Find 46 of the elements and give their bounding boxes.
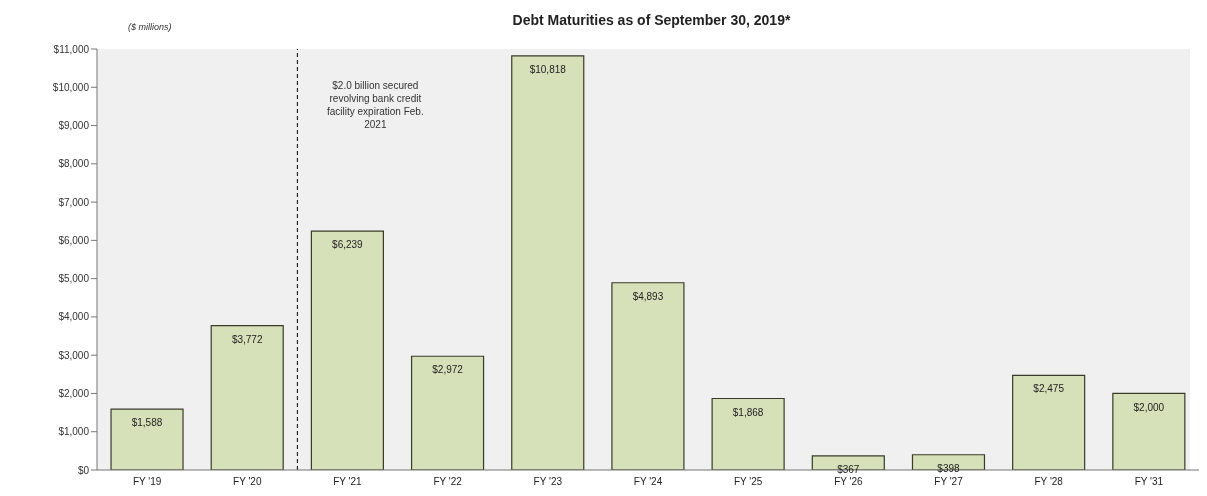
x-tick-label: FY '27	[934, 476, 964, 488]
data-label: $10,818	[529, 64, 567, 76]
y-tick-label: $9,000	[58, 120, 90, 132]
x-tick-label: FY '19	[132, 476, 162, 488]
x-tick-label: FY '22	[433, 476, 463, 488]
y-tick-label: $4,000	[58, 311, 90, 323]
bar	[711, 397, 785, 470]
y-tick-label: $5,000	[58, 273, 90, 285]
x-tick-label: FY '25	[733, 476, 763, 488]
annotation: $2.0 billion secured revolving bank credit facility expiration Feb. 2021	[327, 80, 424, 130]
y-tick-label: $1,000	[58, 426, 90, 438]
x-tick-label: FY '26	[834, 476, 863, 488]
bar	[110, 408, 184, 470]
y-tick-label: $6,000	[58, 234, 90, 246]
data-label: $4,893	[632, 290, 664, 302]
data-label: $367	[837, 464, 860, 476]
y-tick-label: $11,000	[53, 43, 90, 55]
y-tick-label: $8,000	[58, 158, 90, 170]
bar	[1112, 392, 1186, 470]
x-tick-label: FY '24	[633, 476, 663, 488]
bar	[611, 282, 685, 470]
y-tick-label: $3,000	[58, 349, 90, 361]
data-label: $2,475	[1033, 383, 1065, 395]
y-tick-label: $7,000	[58, 196, 90, 208]
data-label: $2,972	[432, 364, 464, 376]
data-label: $1,868	[732, 406, 764, 418]
x-tick-label: FY '31	[1134, 476, 1164, 488]
y-axis-title: ($ millions)	[128, 22, 172, 32]
data-label: $6,239	[332, 239, 364, 251]
bar	[210, 325, 284, 470]
x-tick-label: FY '28	[1034, 476, 1064, 488]
bar	[310, 230, 384, 470]
x-tick-label: FY '23	[533, 476, 563, 488]
x-tick-label: FY '21	[333, 476, 363, 488]
y-tick-label: $2,000	[58, 388, 90, 399]
bar	[511, 55, 585, 470]
data-label: $2,000	[1133, 401, 1165, 413]
y-tick-label: $0	[77, 464, 90, 476]
data-label: $398	[937, 462, 961, 474]
bar	[1012, 374, 1086, 470]
bar	[410, 355, 485, 470]
data-label: $1,588	[131, 417, 163, 429]
data-label: $3,772	[231, 333, 263, 345]
chart-title: Debt Maturities as of September 30, 2019*	[512, 12, 791, 28]
x-tick-label: FY '20	[233, 476, 262, 488]
y-tick-label: $10,000	[52, 81, 90, 93]
